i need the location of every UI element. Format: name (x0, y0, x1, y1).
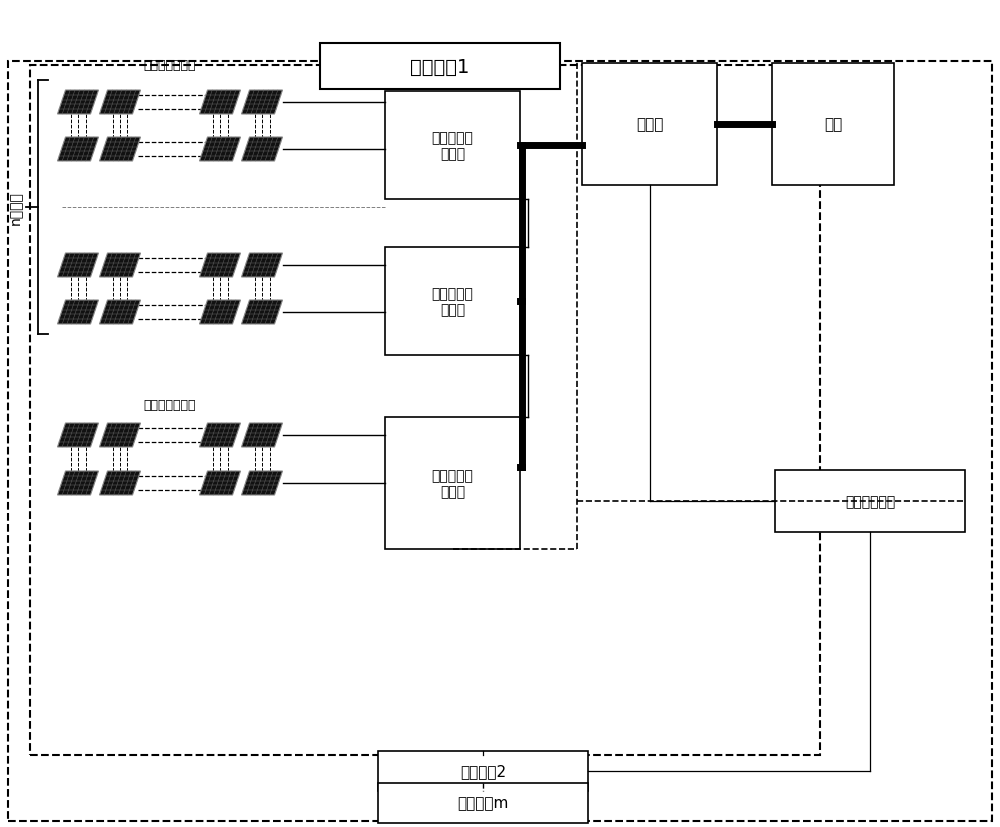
Text: 电网: 电网 (824, 117, 842, 132)
Text: 发电单兴1: 发电单兴1 (410, 57, 470, 76)
Bar (775, 471, 965, 533)
Polygon shape (99, 254, 140, 278)
Polygon shape (200, 91, 241, 115)
Bar (385, 248, 520, 356)
Polygon shape (242, 423, 283, 447)
Polygon shape (242, 91, 283, 115)
Polygon shape (200, 301, 241, 325)
Text: 数据采集装置: 数据采集装置 (845, 495, 895, 509)
Polygon shape (99, 471, 140, 495)
Bar (30, 66, 820, 755)
Text: 发电单剴2: 发电单剴2 (460, 763, 506, 778)
Polygon shape (242, 471, 283, 495)
Bar (320, 44, 560, 90)
Bar (385, 418, 520, 549)
Text: 发电单元m: 发电单元m (457, 796, 509, 810)
Text: 最大功率寻
优装置: 最大功率寻 优装置 (432, 131, 473, 161)
Polygon shape (57, 254, 99, 278)
Bar (582, 64, 717, 186)
Polygon shape (200, 471, 241, 495)
Bar (378, 751, 588, 791)
Text: 光伏电池板组串: 光伏电池板组串 (144, 399, 196, 412)
Text: 光伏电池板组串: 光伏电池板组串 (144, 60, 196, 73)
Text: 逆变器: 逆变器 (636, 117, 663, 132)
Bar (772, 64, 894, 186)
Polygon shape (99, 423, 140, 447)
Polygon shape (200, 423, 241, 447)
Polygon shape (99, 91, 140, 115)
Text: 最大功率寻
优装置: 最大功率寻 优装置 (432, 468, 473, 499)
Polygon shape (57, 423, 99, 447)
Polygon shape (57, 471, 99, 495)
Polygon shape (200, 138, 241, 162)
Text: 最大功率寻
优装置: 最大功率寻 优装置 (432, 286, 473, 317)
Polygon shape (57, 91, 99, 115)
Polygon shape (57, 138, 99, 162)
Polygon shape (242, 254, 283, 278)
Polygon shape (200, 254, 241, 278)
Text: n个组串: n个组串 (9, 191, 23, 225)
Polygon shape (99, 301, 140, 325)
Polygon shape (57, 301, 99, 325)
Polygon shape (242, 138, 283, 162)
Bar (385, 92, 520, 200)
Bar (378, 783, 588, 823)
Polygon shape (242, 301, 283, 325)
Polygon shape (99, 138, 140, 162)
